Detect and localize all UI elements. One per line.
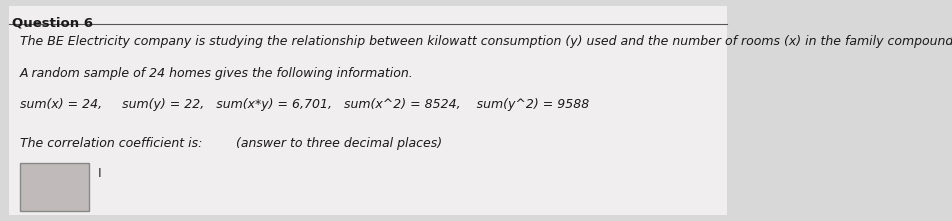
Text: (answer to three decimal places): (answer to three decimal places) [236, 137, 442, 150]
Text: The BE Electricity company is studying the relationship between kilowatt consump: The BE Electricity company is studying t… [20, 35, 952, 48]
Text: The correlation coefficient is:: The correlation coefficient is: [20, 137, 202, 150]
Text: A random sample of 24 homes gives the following information.: A random sample of 24 homes gives the fo… [20, 67, 413, 80]
Text: I: I [98, 167, 102, 180]
FancyBboxPatch shape [9, 6, 726, 215]
Text: Question 6: Question 6 [12, 17, 93, 30]
FancyBboxPatch shape [20, 163, 89, 211]
Text: sum(x) = 24,     sum(y) = 22,   sum(x*y) = 6,701,   sum(x^2) = 8524,    sum(y^2): sum(x) = 24, sum(y) = 22, sum(x*y) = 6,7… [20, 99, 588, 112]
